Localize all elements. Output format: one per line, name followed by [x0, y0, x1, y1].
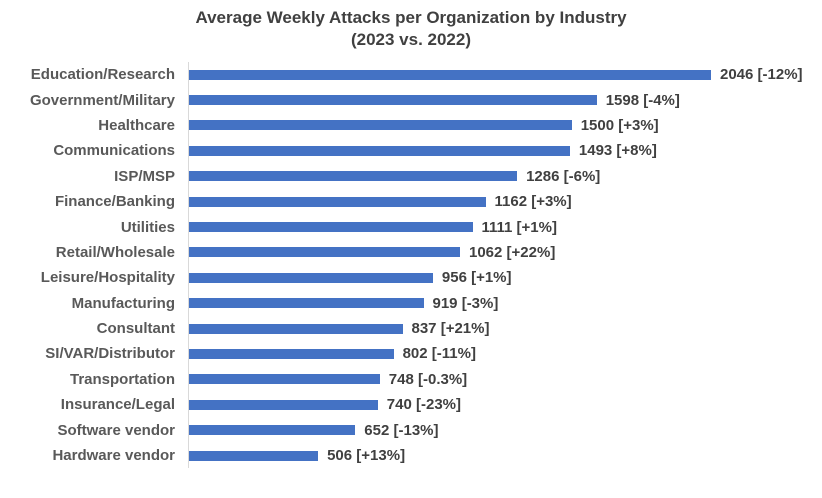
value-label: 652 [-13%]	[364, 421, 439, 439]
category-label: SI/VAR/Distributor	[45, 345, 175, 363]
bar-track: 1286 [-6%]	[188, 163, 822, 189]
chart-row: Utilities 1111 [+1%]	[0, 214, 822, 240]
chart-row: Software vendor 652 [-13%]	[0, 417, 822, 443]
value-label: 919 [-3%]	[432, 294, 499, 312]
bar	[189, 425, 356, 436]
value-label: 1500 [+3%]	[580, 116, 659, 134]
category-label: Government/Military	[29, 91, 175, 109]
bar	[189, 69, 711, 80]
bar-track: 748 [-0.3%]	[188, 366, 822, 393]
category-label: Hardware vendor	[52, 447, 175, 465]
bar-chart: Education/Research 2046 [-12%] Governmen…	[0, 62, 822, 469]
bar-track: 1062 [+22%]	[188, 239, 822, 266]
value-label: 1493 [+8%]	[578, 142, 657, 160]
chart-title-line1: Average Weekly Attacks per Organization …	[195, 8, 627, 27]
chart-row: Hardware vendor 506 [+13%]	[0, 442, 822, 469]
value-label: 748 [-0.3%]	[388, 370, 468, 388]
value-label: 1062 [+22%]	[469, 243, 556, 261]
bar-track: 652 [-13%]	[188, 417, 822, 443]
bar	[189, 145, 570, 156]
category-label: Consultant	[96, 320, 175, 338]
bar-track: 1111 [+1%]	[188, 214, 822, 240]
chart-row: Manufacturing 919 [-3%]	[0, 290, 822, 316]
bar-track: 506 [+13%]	[188, 442, 822, 469]
chart-row: Leisure/Hospitality 956 [+1%]	[0, 265, 822, 291]
category-label: Insurance/Legal	[60, 396, 175, 414]
bar	[189, 247, 460, 258]
value-label: 506 [+13%]	[327, 447, 406, 465]
bar-track: 740 [-23%]	[188, 392, 822, 418]
category-label: Manufacturing	[71, 294, 175, 312]
chart-row: Healthcare 1500 [+3%]	[0, 112, 822, 139]
value-label: 740 [-23%]	[386, 396, 461, 414]
chart-row: Transportation 748 [-0.3%]	[0, 366, 822, 393]
category-label: Healthcare	[98, 116, 175, 134]
bar-track: 1500 [+3%]	[188, 112, 822, 139]
bar	[189, 399, 378, 410]
bar-track: 802 [-11%]	[188, 341, 822, 367]
bar	[189, 374, 380, 385]
category-label: Communications	[53, 142, 175, 160]
chart-row: Government/Military 1598 [-4%]	[0, 87, 822, 113]
bar	[189, 95, 597, 106]
value-label: 802 [-11%]	[402, 345, 476, 363]
bar	[189, 196, 486, 207]
chart-row: ISP/MSP 1286 [-6%]	[0, 163, 822, 189]
bar	[189, 298, 424, 309]
bar-track: 1598 [-4%]	[188, 87, 822, 113]
category-label: Software vendor	[57, 421, 175, 439]
chart-row: Retail/Wholesale 1062 [+22%]	[0, 239, 822, 266]
bar-track: 837 [+21%]	[188, 315, 822, 342]
value-label: 837 [+21%]	[411, 320, 490, 338]
chart-row: SI/VAR/Distributor 802 [-11%]	[0, 341, 822, 367]
bar	[189, 348, 394, 359]
bar	[189, 222, 473, 233]
category-label: ISP/MSP	[114, 167, 175, 185]
bar	[189, 171, 518, 182]
chart-row: Education/Research 2046 [-12%]	[0, 62, 822, 88]
bar-track: 1162 [+3%]	[188, 188, 822, 215]
bar-track: 919 [-3%]	[188, 290, 822, 316]
bar-track: 956 [+1%]	[188, 265, 822, 291]
value-label: 956 [+1%]	[441, 269, 512, 287]
category-label: Retail/Wholesale	[55, 243, 175, 261]
value-label: 1598 [-4%]	[605, 91, 680, 109]
category-label: Transportation	[69, 370, 175, 388]
bar	[189, 450, 319, 461]
category-label: Finance/Banking	[54, 193, 175, 211]
bar-track: 2046 [-12%]	[188, 62, 822, 88]
chart-row: Finance/Banking 1162 [+3%]	[0, 188, 822, 215]
bar	[189, 272, 433, 283]
category-label: Utilities	[120, 218, 175, 236]
value-label: 1111 [+1%]	[481, 218, 557, 236]
chart-row: Consultant 837 [+21%]	[0, 315, 822, 342]
category-label: Leisure/Hospitality	[40, 269, 175, 287]
chart-row: Insurance/Legal 740 [-23%]	[0, 392, 822, 418]
bar	[189, 323, 403, 334]
value-label: 1286 [-6%]	[526, 167, 601, 185]
value-label: 1162 [+3%]	[494, 193, 572, 211]
bar-track: 1493 [+8%]	[188, 138, 822, 164]
value-label: 2046 [-12%]	[720, 66, 803, 84]
chart-row: Communications 1493 [+8%]	[0, 138, 822, 164]
chart-title: Average Weekly Attacks per Organization …	[0, 0, 822, 51]
bar	[189, 120, 572, 131]
chart-title-line2: (2023 vs. 2022)	[350, 30, 472, 49]
category-label: Education/Research	[30, 66, 175, 84]
